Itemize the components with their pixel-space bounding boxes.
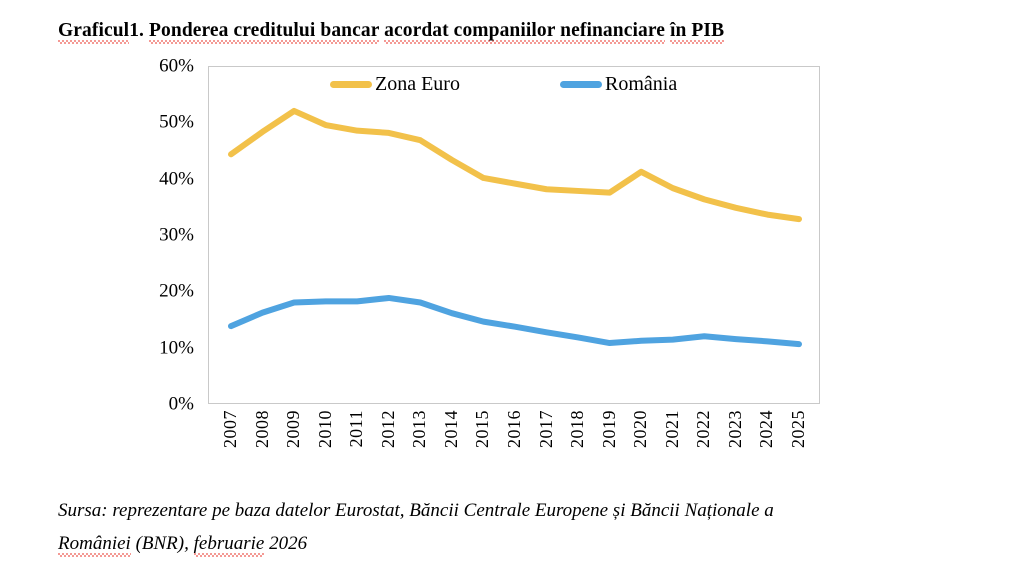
- x-axis: 2007 2008 2009 2010 2011 2012 2013 2014 2015 2016…: [208, 408, 820, 472]
- x-axis-tick-label: 2024: [756, 410, 777, 448]
- x-axis-tick-label: 2025: [788, 410, 808, 448]
- x-axis-tick-label: 2008: [251, 410, 272, 448]
- x-axis-tick-label: 2011: [346, 410, 367, 448]
- x-axis-tick-label: 2014: [440, 410, 461, 448]
- y-axis-tick-label: 10%: [159, 337, 194, 359]
- legend-item-romania: România: [559, 73, 678, 95]
- y-axis-tick-label: 0%: [168, 393, 194, 415]
- x-axis-tick-label: 2020: [630, 410, 651, 448]
- series-line-zona-euro: [228, 107, 802, 223]
- x-axis-tick-label: 2013: [409, 410, 430, 448]
- title-segment: Graficul: [58, 20, 130, 44]
- x-axis-tick-label: 2016: [504, 410, 524, 448]
- y-axis-tick-label: 30%: [159, 224, 194, 246]
- line-chart: 0% 10% 20% 30% 40% 50% 60% 2007 2008 2009 2010 201…: [0, 52, 1024, 472]
- legend-label: Zona Euro: [375, 73, 460, 95]
- x-axis-tick-label: 2022: [693, 410, 714, 448]
- title-segment: în PIB: [669, 20, 725, 44]
- y-axis: 0% 10% 20% 30% 40% 50% 60%: [140, 57, 202, 414]
- x-axis-tick-label: 2015: [472, 410, 493, 448]
- source-line-1: Sursa: reprezentare pe baza datelor Euro…: [58, 500, 774, 521]
- y-axis-tick-label: 50%: [159, 111, 194, 133]
- y-axis-tick-label: 40%: [159, 168, 194, 190]
- x-axis-tick-label: 2010: [314, 410, 335, 448]
- legend-item-zona-euro: Zona Euro: [330, 74, 460, 94]
- source-segment: 2026: [264, 533, 308, 555]
- title-segment: 1.: [129, 20, 150, 41]
- source-note: Sursa: reprezentare pe baza datelor Euro…: [58, 494, 958, 561]
- y-axis-tick-label: 20%: [159, 280, 194, 302]
- source-segment: (BNR),: [130, 533, 194, 555]
- source-segment: februarie: [193, 533, 265, 557]
- x-axis-tick-label: 2019: [598, 410, 619, 448]
- legend-swatch-icon: [559, 80, 602, 88]
- title-segment: Ponderea creditului bancar: [149, 20, 380, 44]
- legend-swatch-icon: [330, 80, 372, 88]
- x-axis-tick-label: 2009: [283, 410, 304, 448]
- title-segment: acordat companiilor nefinanciare: [384, 20, 665, 44]
- page-title: Graficul1. Ponderea creditului bancar ac…: [58, 20, 978, 42]
- x-axis-tick-label: 2012: [377, 410, 398, 448]
- plot-area: [208, 66, 820, 404]
- x-axis-tick-label: 2018: [567, 410, 588, 448]
- x-axis-tick-label: 2007: [220, 410, 240, 448]
- y-axis-tick-label: 60%: [159, 55, 194, 77]
- x-axis-tick-label: 2021: [661, 410, 682, 448]
- chart-legend: Zona Euro România: [330, 74, 677, 94]
- x-axis-tick-label: 2023: [724, 410, 745, 448]
- x-axis-tick-label: 2017: [535, 410, 556, 448]
- plot-svg: [228, 107, 802, 348]
- source-segment: României: [58, 533, 131, 557]
- series-line-românia: [228, 294, 802, 348]
- legend-label: România: [604, 73, 678, 95]
